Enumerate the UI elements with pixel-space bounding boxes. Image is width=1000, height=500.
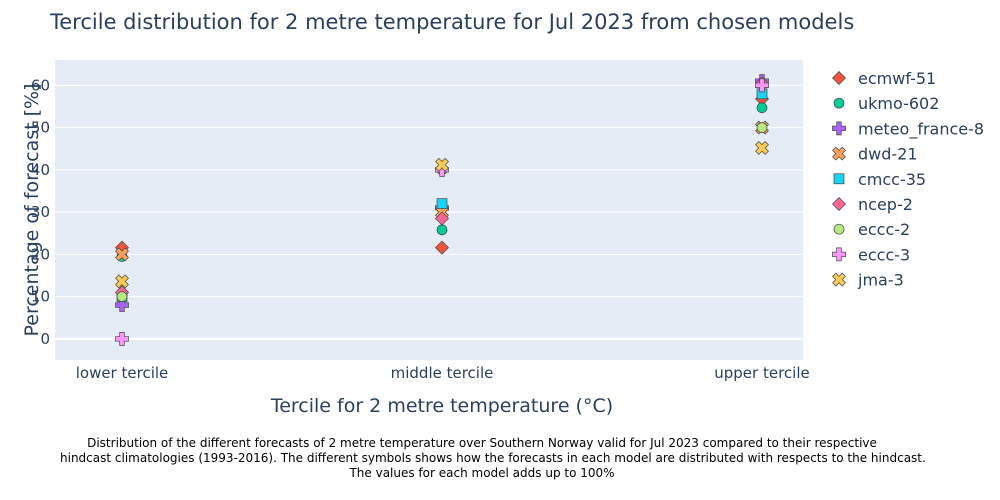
data-point: [115, 247, 129, 262]
data-point: [755, 78, 769, 93]
y-tick-label: 40: [31, 161, 50, 179]
legend-label: ncep-2: [858, 195, 913, 214]
legend-item[interactable]: jma-3: [829, 270, 904, 290]
data-point: [756, 122, 768, 133]
data-point: [436, 198, 448, 210]
y-axis-title: Percentage of forecast [%]: [21, 83, 43, 336]
legend-label: dwd-21: [858, 145, 918, 164]
data-point: [116, 291, 128, 302]
data-point: [435, 157, 449, 172]
x-tick-label: lower tercile: [76, 364, 169, 382]
data-markers: [115, 74, 769, 346]
x-tick-label: upper tercile: [714, 364, 809, 382]
legend-label: meteo_france-8: [858, 119, 984, 139]
y-axis-ticks: 0 10 20 30 40 50 60: [31, 76, 50, 348]
legend-symbol: [832, 247, 846, 262]
data-point: [435, 211, 449, 226]
legend-item[interactable]: ecmwf-51: [832, 69, 937, 88]
legend-symbol: [833, 97, 845, 109]
legend-label: eccc-3: [858, 245, 910, 264]
figure-caption: Distribution of the different forecasts …: [60, 436, 926, 481]
legend-item[interactable]: cmcc-35: [833, 170, 926, 189]
legend-item[interactable]: eccc-2: [833, 220, 910, 239]
legend-item[interactable]: ukmo-602: [833, 94, 939, 113]
caption-line-2: hindcast climatologies (1993-2016). The …: [60, 451, 926, 465]
series-jma-3: [115, 140, 769, 289]
data-point: [436, 224, 448, 236]
data-point: [756, 102, 768, 114]
legend-symbol: [832, 121, 846, 136]
data-point: [115, 298, 129, 312]
chart-title: Tercile distribution for 2 metre tempera…: [49, 10, 854, 34]
legend-label: ecmwf-51: [858, 69, 936, 88]
plot-area: [55, 60, 803, 360]
x-axis-title: Tercile for 2 metre temperature (°C): [270, 395, 613, 417]
legend-symbol: [832, 71, 846, 85]
legend-item[interactable]: dwd-21: [829, 144, 918, 164]
y-tick-label: 50: [31, 119, 50, 137]
data-point: [435, 240, 449, 255]
x-axis-ticks: lower tercile middle tercile upper tercile: [76, 364, 810, 382]
grid-lines: [55, 84, 803, 340]
legend-symbol: [832, 197, 846, 211]
legend-symbol: [832, 146, 846, 161]
legend-symbol: [833, 223, 845, 235]
y-tick-label: 0: [40, 330, 50, 348]
y-tick-label: 20: [31, 245, 50, 263]
legend-item[interactable]: ncep-2: [832, 195, 913, 214]
legend-item[interactable]: meteo_france-8: [832, 119, 985, 139]
x-tick-label: middle tercile: [391, 364, 494, 382]
legend-label: eccc-2: [858, 220, 910, 239]
legend-symbol: [832, 272, 846, 287]
caption-line-3: The values for each model adds up to 100…: [349, 466, 615, 480]
data-point: [755, 140, 769, 155]
legend-label: jma-3: [857, 271, 904, 290]
y-tick-label: 30: [31, 203, 50, 221]
data-point: [115, 274, 129, 289]
legend: ecmwf-51 ukmo-602 meteo_france-8 dwd-21 cmcc…: [829, 69, 985, 290]
legend-symbol: [833, 173, 845, 185]
legend-label: ukmo-602: [858, 94, 939, 113]
legend-label: cmcc-35: [858, 170, 926, 189]
legend-item[interactable]: eccc-3: [832, 245, 911, 264]
y-tick-label: 60: [31, 76, 50, 94]
y-tick-label: 10: [31, 288, 50, 306]
caption-line-1: Distribution of the different forecasts …: [87, 436, 877, 450]
data-point: [115, 332, 129, 346]
